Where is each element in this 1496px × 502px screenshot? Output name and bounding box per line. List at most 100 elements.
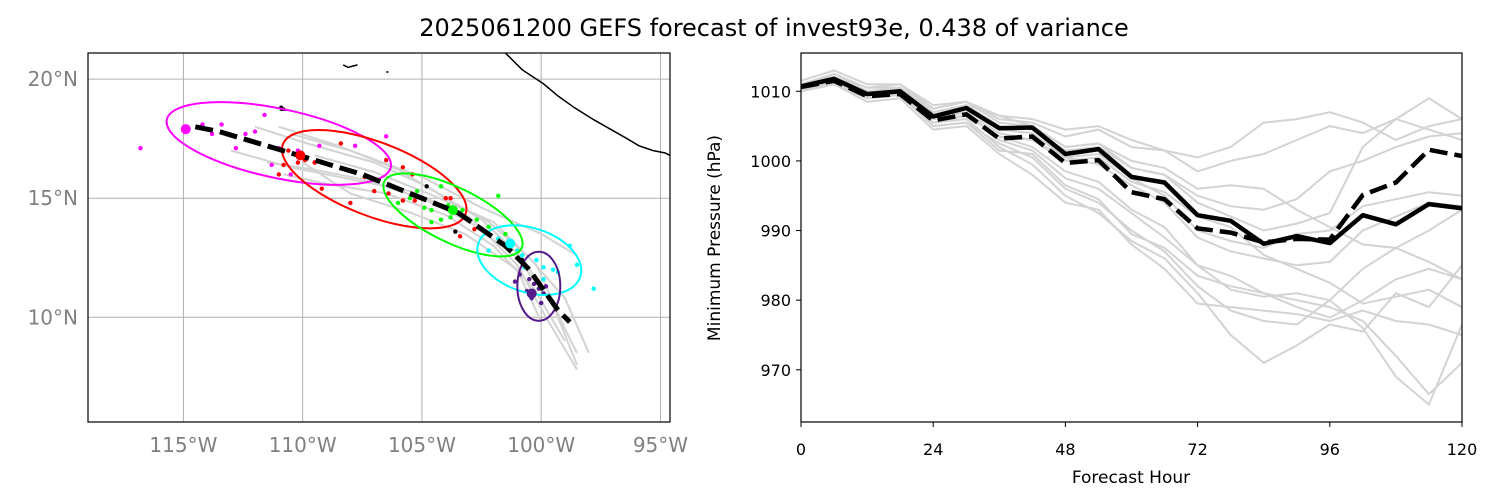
x-axis-label: Forecast Hour	[1072, 468, 1190, 488]
y-tick-label: 1010	[750, 82, 791, 101]
member-position-point	[448, 215, 453, 220]
y-axis-label: Minimum Pressure (hPa)	[705, 135, 725, 341]
member-pressure-line	[801, 69, 1462, 281]
map-lon-tick-label: 100°W	[507, 433, 575, 457]
map-lon-tick-label: 110°W	[269, 433, 337, 457]
ensemble-mean-position	[295, 150, 306, 161]
member-pressure-line	[801, 72, 1462, 211]
coastline	[279, 53, 670, 157]
member-position-point	[243, 131, 248, 137]
ensemble-ellipse	[165, 101, 393, 186]
member-pressure-line	[801, 79, 1462, 319]
member-pressure-line	[801, 79, 1462, 364]
map-lat-tick-label: 20°N	[28, 67, 78, 91]
member-track	[302, 161, 543, 323]
member-position-point	[424, 184, 429, 189]
ensemble-mean-position	[505, 238, 516, 249]
member-pressure-line	[801, 76, 1462, 232]
member-position-point	[453, 229, 458, 234]
member-position-point	[512, 279, 518, 284]
member-position-point	[348, 200, 353, 206]
member-position-point	[527, 276, 532, 282]
member-position-point	[281, 162, 286, 168]
member-position-point	[138, 146, 143, 151]
y-tick-label: 980	[760, 291, 791, 310]
ensemble-mean-position	[180, 124, 191, 135]
ensemble-mean-position	[526, 288, 537, 299]
member-position-point	[486, 224, 491, 229]
map-gridlines	[88, 53, 670, 422]
member-position-point	[252, 129, 258, 134]
member-pressure-line	[801, 79, 1462, 396]
member-position-point	[486, 248, 491, 253]
member-position-point	[429, 207, 434, 213]
member-position-point	[400, 165, 406, 170]
member-position-point	[414, 188, 420, 194]
member-track	[290, 132, 578, 257]
member-position-point	[372, 188, 377, 194]
member-position-point	[407, 196, 413, 201]
member-pressure-lines	[801, 69, 1462, 407]
member-position-point	[550, 267, 556, 272]
x-tick-label: 0	[796, 440, 806, 459]
pressure-chart-panel: 0 24 48 72 96 120 970 980 990 1000 1010 Forecast H…	[705, 52, 1477, 488]
member-position-point	[543, 284, 549, 289]
member-position-point	[295, 160, 301, 165]
x-tick-label: 24	[923, 440, 943, 459]
member-position-point	[457, 234, 463, 239]
x-tick-label: 72	[1187, 440, 1207, 459]
member-position-point	[233, 146, 239, 151]
member-position-point	[383, 134, 389, 139]
member-track	[314, 154, 566, 330]
ensemble-mean-track	[180, 124, 572, 324]
member-position-point	[591, 286, 596, 291]
map-lon-tick-label: 95°W	[633, 433, 688, 457]
map-frame	[87, 52, 671, 423]
member-position-point	[503, 231, 508, 237]
ensemble-mean-position	[447, 205, 458, 216]
coastline-island	[342, 64, 358, 69]
member-position-point	[219, 122, 224, 127]
member-position-point	[538, 300, 544, 306]
member-position-point	[319, 186, 324, 191]
y-tick-label: 990	[760, 222, 791, 241]
member-position-point	[474, 217, 479, 222]
member-position-point	[352, 143, 358, 149]
x-tick-label: 96	[1320, 440, 1340, 459]
member-position-point	[531, 281, 537, 287]
member-position-point	[460, 207, 465, 213]
member-position-point	[438, 217, 444, 222]
member-position-point	[472, 226, 477, 232]
member-position-point	[443, 196, 448, 201]
member-position-point	[448, 196, 453, 201]
member-positions	[138, 105, 596, 306]
figure-title: 2025061200 GEFS forecast of invest93e, 0…	[419, 14, 1129, 42]
member-position-point	[288, 172, 293, 177]
member-position-point	[574, 262, 580, 268]
ensemble-ellipse	[476, 224, 583, 296]
member-position-point	[429, 219, 434, 225]
ensemble-mean-line	[194, 124, 572, 324]
member-position-point	[412, 198, 417, 203]
member-pressure-line	[801, 76, 1462, 249]
member-position-point	[286, 148, 291, 153]
member-pressure-line	[801, 76, 1462, 302]
member-position-point	[317, 143, 322, 149]
member-position-point	[400, 198, 406, 203]
member-position-point	[209, 131, 215, 137]
member-position-point	[276, 172, 282, 177]
member-position-point	[496, 193, 501, 199]
track-map-panel: 115°W 110°W 105°W 100°W 95°W 10°N 15°N 20°N	[28, 52, 688, 457]
y-tick-label: 970	[760, 361, 791, 380]
member-position-point	[386, 191, 391, 196]
pressure-frame	[800, 52, 1463, 423]
member-position-point	[269, 162, 274, 168]
coastline-mainland	[504, 53, 670, 157]
dashed-pressure-line	[801, 78, 1462, 245]
solid-pressure-line	[801, 76, 1462, 247]
pressure-lines	[801, 76, 1462, 247]
member-position-point	[534, 257, 539, 263]
pressure-ticks: 0 24 48 72 96 120 970 980 990 1000 1010	[750, 82, 1477, 459]
member-position-point	[262, 112, 267, 118]
